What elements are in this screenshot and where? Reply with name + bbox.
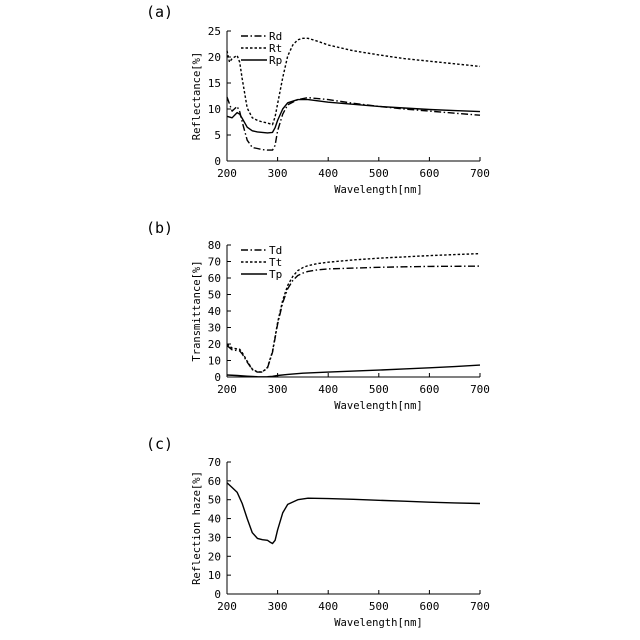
panel-label: (a) xyxy=(146,3,173,21)
x-tick-label: 600 xyxy=(419,600,439,613)
legend-label-tp: Tp xyxy=(269,268,282,281)
x-tick-label: 500 xyxy=(369,383,389,396)
y-tick-label: 15 xyxy=(208,77,221,90)
y-tick-label: 60 xyxy=(208,475,221,488)
x-tick-label: 300 xyxy=(268,383,288,396)
x-tick-label: 200 xyxy=(217,600,237,613)
y-tick-label: 0 xyxy=(214,371,221,384)
x-tick-label: 600 xyxy=(419,167,439,180)
y-tick-label: 25 xyxy=(208,25,221,38)
x-tick-label: 500 xyxy=(369,600,389,613)
y-tick-label: 50 xyxy=(208,289,221,302)
x-tick-label: 700 xyxy=(470,600,490,613)
x-tick-label: 500 xyxy=(369,167,389,180)
y-tick-label: 60 xyxy=(208,272,221,285)
y-tick-label: 30 xyxy=(208,531,221,544)
x-tick-label: 200 xyxy=(217,383,237,396)
legend-label-rp: Rp xyxy=(269,54,282,67)
y-tick-label: 30 xyxy=(208,322,221,335)
series-line-haze xyxy=(227,483,480,544)
y-tick-label: 20 xyxy=(208,51,221,64)
x-axis-title: Wavelength[nm] xyxy=(334,184,423,196)
x-tick-label: 400 xyxy=(318,383,338,396)
y-tick-label: 10 xyxy=(208,103,221,116)
y-tick-label: 0 xyxy=(214,588,221,601)
x-tick-label: 400 xyxy=(318,167,338,180)
y-tick-label: 20 xyxy=(208,338,221,351)
y-axis-title: Transmittance[%] xyxy=(191,260,203,361)
panel-label: (b) xyxy=(146,219,173,237)
y-tick-label: 80 xyxy=(208,239,221,252)
x-tick-label: 300 xyxy=(268,600,288,613)
series-line-tp xyxy=(227,365,480,377)
y-tick-label: 20 xyxy=(208,550,221,563)
panel-c: (c) 200 300 400 500 600 700 0 10 20 30 40 50 60 70 Wave… xyxy=(146,435,490,629)
x-axis-title: Wavelength[nm] xyxy=(334,617,423,629)
y-tick-label: 70 xyxy=(208,256,221,269)
x-tick-label: 700 xyxy=(470,167,490,180)
panel-a: (a) 200 300 400 500 600 700 0 5 10 15 20 25 Wavelengt… xyxy=(146,3,490,196)
y-tick-label: 40 xyxy=(208,305,221,318)
series-line-tt xyxy=(227,254,480,372)
series-line-rp xyxy=(227,100,480,133)
x-tick-label: 300 xyxy=(268,167,288,180)
y-tick-label: 50 xyxy=(208,494,221,507)
series-line-td xyxy=(227,266,480,372)
y-axis-title: Reflectance[%] xyxy=(191,52,203,141)
y-tick-label: 70 xyxy=(208,456,221,469)
x-tick-label: 400 xyxy=(318,600,338,613)
x-tick-label: 200 xyxy=(217,167,237,180)
x-tick-label: 600 xyxy=(419,383,439,396)
y-tick-label: 0 xyxy=(214,155,221,168)
series-line-rt xyxy=(227,38,480,124)
y-tick-label: 5 xyxy=(214,129,221,142)
x-axis-title: Wavelength[nm] xyxy=(334,400,423,412)
panel-label: (c) xyxy=(146,435,173,453)
y-tick-label: 40 xyxy=(208,513,221,526)
y-tick-label: 10 xyxy=(208,569,221,582)
y-axis-title: Reflection haze[%] xyxy=(191,471,203,585)
y-tick-label: 10 xyxy=(208,355,221,368)
x-tick-label: 700 xyxy=(470,383,490,396)
panel-b: (b) 200 300 400 500 600 700 0 10 20 30 40 50 60 70 80 Wa… xyxy=(146,219,490,412)
